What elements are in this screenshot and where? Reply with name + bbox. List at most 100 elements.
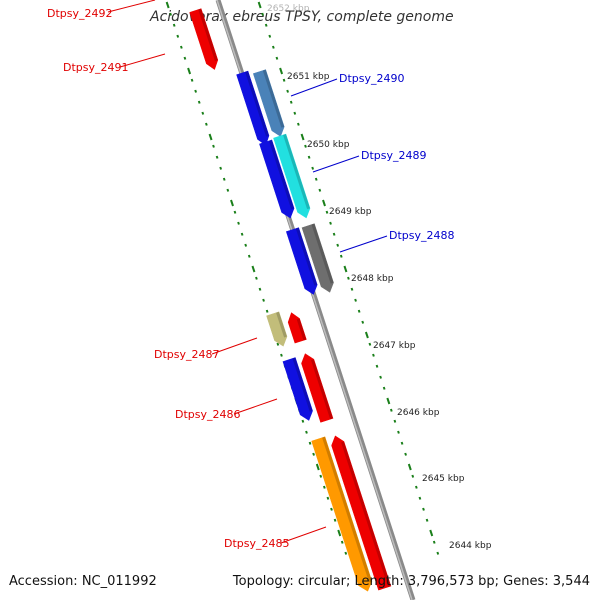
gene-dtpsy-2486-shade <box>292 357 313 412</box>
ruler-label-2652: 2652 kbp <box>267 4 310 14</box>
right-track-tick <box>400 441 404 445</box>
gene-dtpsy-2485-b[interactable] <box>329 434 392 591</box>
gene-dtpsy-2489-a-shade <box>268 139 295 210</box>
gene-dtpsy-2485-shade <box>322 436 372 583</box>
gene-dtpsy-2485-b-shape <box>331 435 392 591</box>
right-track-tick <box>293 111 297 115</box>
right-track-tick <box>261 12 264 16</box>
gene-dtpsy-2486-b-shape <box>301 353 334 423</box>
left-track-tick <box>322 485 326 489</box>
right-track-tick <box>368 342 372 346</box>
gene-dtpsy-2487-b-shape <box>287 312 307 344</box>
left-track-tick <box>194 89 198 93</box>
left-track-tick <box>265 309 269 313</box>
genome-summary-text: Topology: circular; Length: 3,796,573 bp… <box>232 574 590 589</box>
ruler-label-2651: 2651 kbp <box>287 72 330 82</box>
gene-label-dtpsy-2488[interactable]: Dtpsy_2488 <box>389 229 455 242</box>
left-track-tick <box>222 177 226 181</box>
right-track-tick <box>407 463 412 471</box>
right-track-tick <box>322 199 326 207</box>
right-track-tick <box>339 254 343 258</box>
gene-dtpsy-2486[interactable] <box>282 357 315 423</box>
right-track-tick <box>382 386 386 390</box>
gene-dtpsy-2490-shade <box>262 69 285 128</box>
left-track-tick <box>183 56 187 60</box>
gene-dtpsy-2487-b-shade <box>296 318 307 341</box>
leader-dtpsy-2487 <box>211 337 258 355</box>
right-track-tick <box>361 320 365 324</box>
gene-dtpsy-2488-a-shade <box>295 227 318 286</box>
gene-dtpsy-2486-shape <box>282 357 313 421</box>
left-track-tick <box>308 441 312 445</box>
gene-dtpsy-2485-shape <box>311 436 373 592</box>
gene-dtpsy-2489-shade <box>283 134 310 210</box>
gene-dtpsy-2486-b[interactable] <box>299 352 334 423</box>
left-track-tick <box>280 353 283 357</box>
ruler-label-2649: 2649 kbp <box>329 207 372 217</box>
left-track-tick <box>315 463 320 471</box>
left-track-tick <box>219 166 223 170</box>
gene-dtpsy-2487[interactable] <box>266 311 290 348</box>
gene-label-dtpsy-2492[interactable]: Dtpsy_2492 <box>47 7 113 20</box>
right-track-tick <box>275 56 279 60</box>
label-leader-lines <box>107 0 388 544</box>
gene-label-dtpsy-2486[interactable]: Dtpsy_2486 <box>175 408 241 421</box>
right-track-tick <box>264 23 268 27</box>
left-track-tick <box>244 243 248 247</box>
right-track-tick <box>257 1 262 9</box>
ruler-label-2648: 2648 kbp <box>351 274 394 284</box>
gene-label-dtpsy-2490[interactable]: Dtpsy_2490 <box>339 72 405 85</box>
right-track-tick <box>422 507 425 511</box>
left-track-tick <box>179 45 183 49</box>
left-track-tick <box>312 452 315 456</box>
right-track-tick <box>279 67 284 75</box>
gene-dtpsy-2487-b[interactable] <box>286 311 307 344</box>
right-track-tick <box>414 485 418 489</box>
left-track-tick <box>337 529 342 537</box>
leader-dtpsy-2492 <box>107 0 156 13</box>
right-track-tick <box>354 298 357 302</box>
right-track-tick <box>304 144 307 148</box>
gene-label-dtpsy-2491[interactable]: Dtpsy_2491 <box>63 61 129 74</box>
gene-label-dtpsy-2485[interactable]: Dtpsy_2485 <box>224 537 290 550</box>
gene-dtpsy-2489[interactable] <box>273 133 313 220</box>
ruler-label-2644: 2644 kbp <box>449 541 492 551</box>
gene-label-dtpsy-2487[interactable]: Dtpsy_2487 <box>154 348 220 361</box>
right-track-tick <box>397 430 400 434</box>
right-track-tick <box>286 89 290 93</box>
right-track-tick <box>372 353 375 357</box>
gene-dtpsy-2490-shape <box>252 69 285 137</box>
gene-dtpsy-2488[interactable] <box>301 223 336 295</box>
gene-dtpsy-2485[interactable] <box>311 436 375 593</box>
right-track-tick <box>289 100 293 104</box>
left-track-tick <box>258 287 262 291</box>
right-track-tick <box>268 34 272 38</box>
left-track-tick <box>240 232 244 236</box>
gene-label-dtpsy-2489[interactable]: Dtpsy_2489 <box>361 149 427 162</box>
gene-dtpsy-2490-a[interactable] <box>236 70 272 147</box>
right-track-tick <box>282 78 286 82</box>
gene-dtpsy-2488-shape <box>301 223 334 293</box>
right-track-tick <box>311 166 315 170</box>
gene-dtpsy-2489-a[interactable] <box>259 139 296 220</box>
leader-dtpsy-2486 <box>233 398 278 415</box>
right-tick-track <box>257 1 440 555</box>
left-track-tick <box>247 254 251 258</box>
left-track-tick <box>255 276 258 280</box>
left-track-tick <box>237 221 240 225</box>
gene-dtpsy-2489-shape <box>273 133 311 219</box>
left-track-tick <box>333 518 337 522</box>
left-track-tick <box>262 298 265 302</box>
right-track-tick <box>357 309 361 313</box>
gene-dtpsy-2491[interactable] <box>189 8 221 72</box>
gene-dtpsy-2490[interactable] <box>252 69 286 139</box>
right-track-tick <box>307 155 311 159</box>
gene-dtpsy-2490-a-shade <box>245 71 269 137</box>
gene-dtpsy-2488-a[interactable] <box>285 227 319 297</box>
right-track-tick <box>411 474 415 478</box>
leader-dtpsy-2489 <box>312 155 360 173</box>
gene-dtpsy-2488-shade <box>311 223 334 284</box>
leader-dtpsy-2490 <box>290 78 338 97</box>
right-track-tick <box>332 232 336 236</box>
